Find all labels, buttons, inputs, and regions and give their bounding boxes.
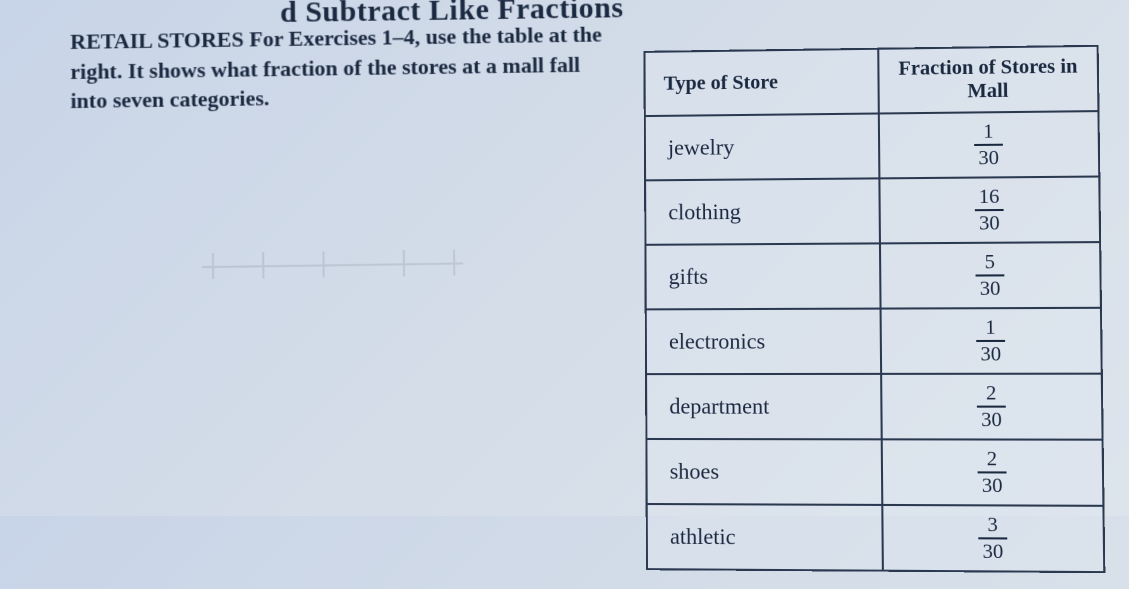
cell-fraction: 16 30 (879, 177, 1100, 244)
cell-type: gifts (645, 243, 880, 309)
table-row: jewelry 1 30 (645, 111, 1099, 180)
cell-fraction: 1 30 (880, 308, 1101, 374)
faint-numberline-ghost (202, 212, 464, 337)
header-fraction: Fraction of Stores in Mall (878, 46, 1098, 114)
cell-fraction: 2 30 (881, 374, 1103, 440)
fraction-numerator: 16 (975, 187, 1004, 212)
fraction-denominator: 30 (977, 408, 1006, 431)
table-row: shoes 2 30 (646, 439, 1103, 506)
table-header-row: Type of Store Fraction of Stores in Mall (644, 46, 1098, 116)
cell-fraction: 5 30 (880, 242, 1101, 308)
cell-fraction: 2 30 (882, 439, 1104, 505)
cell-type: shoes (646, 439, 882, 505)
exercise-prompt: RETAIL STORES For Exercises 1–4, use the… (70, 19, 612, 116)
fraction-numerator: 2 (977, 383, 1006, 408)
cell-type: clothing (645, 178, 880, 244)
cell-type: athletic (647, 504, 883, 571)
header-type: Type of Store (644, 49, 878, 116)
fraction-denominator: 30 (974, 146, 1003, 169)
cell-fraction: 3 30 (882, 505, 1104, 572)
table-row: gifts 5 30 (645, 242, 1101, 309)
fraction-denominator: 30 (975, 211, 1004, 234)
fraction-denominator: 30 (978, 539, 1007, 562)
cell-type: jewelry (645, 113, 880, 180)
table-row: electronics 1 30 (646, 308, 1102, 374)
fraction-numerator: 1 (976, 317, 1005, 342)
fraction-denominator: 30 (976, 342, 1005, 365)
prompt-lead: RETAIL STORES (70, 26, 244, 53)
table-row: clothing 16 30 (645, 177, 1100, 245)
fraction-numerator: 2 (977, 449, 1006, 474)
cell-type: department (646, 374, 882, 439)
fraction-numerator: 1 (974, 121, 1003, 146)
table-row: department 2 30 (646, 374, 1103, 440)
cell-type: electronics (646, 309, 881, 375)
store-fraction-table: Type of Store Fraction of Stores in Mall… (643, 45, 1105, 573)
fraction-numerator: 5 (975, 252, 1004, 277)
fraction-denominator: 30 (978, 473, 1007, 496)
fraction-numerator: 3 (978, 515, 1007, 540)
fraction-denominator: 30 (975, 276, 1004, 299)
cell-fraction: 1 30 (879, 111, 1100, 178)
table-row: athletic 3 30 (647, 504, 1105, 572)
